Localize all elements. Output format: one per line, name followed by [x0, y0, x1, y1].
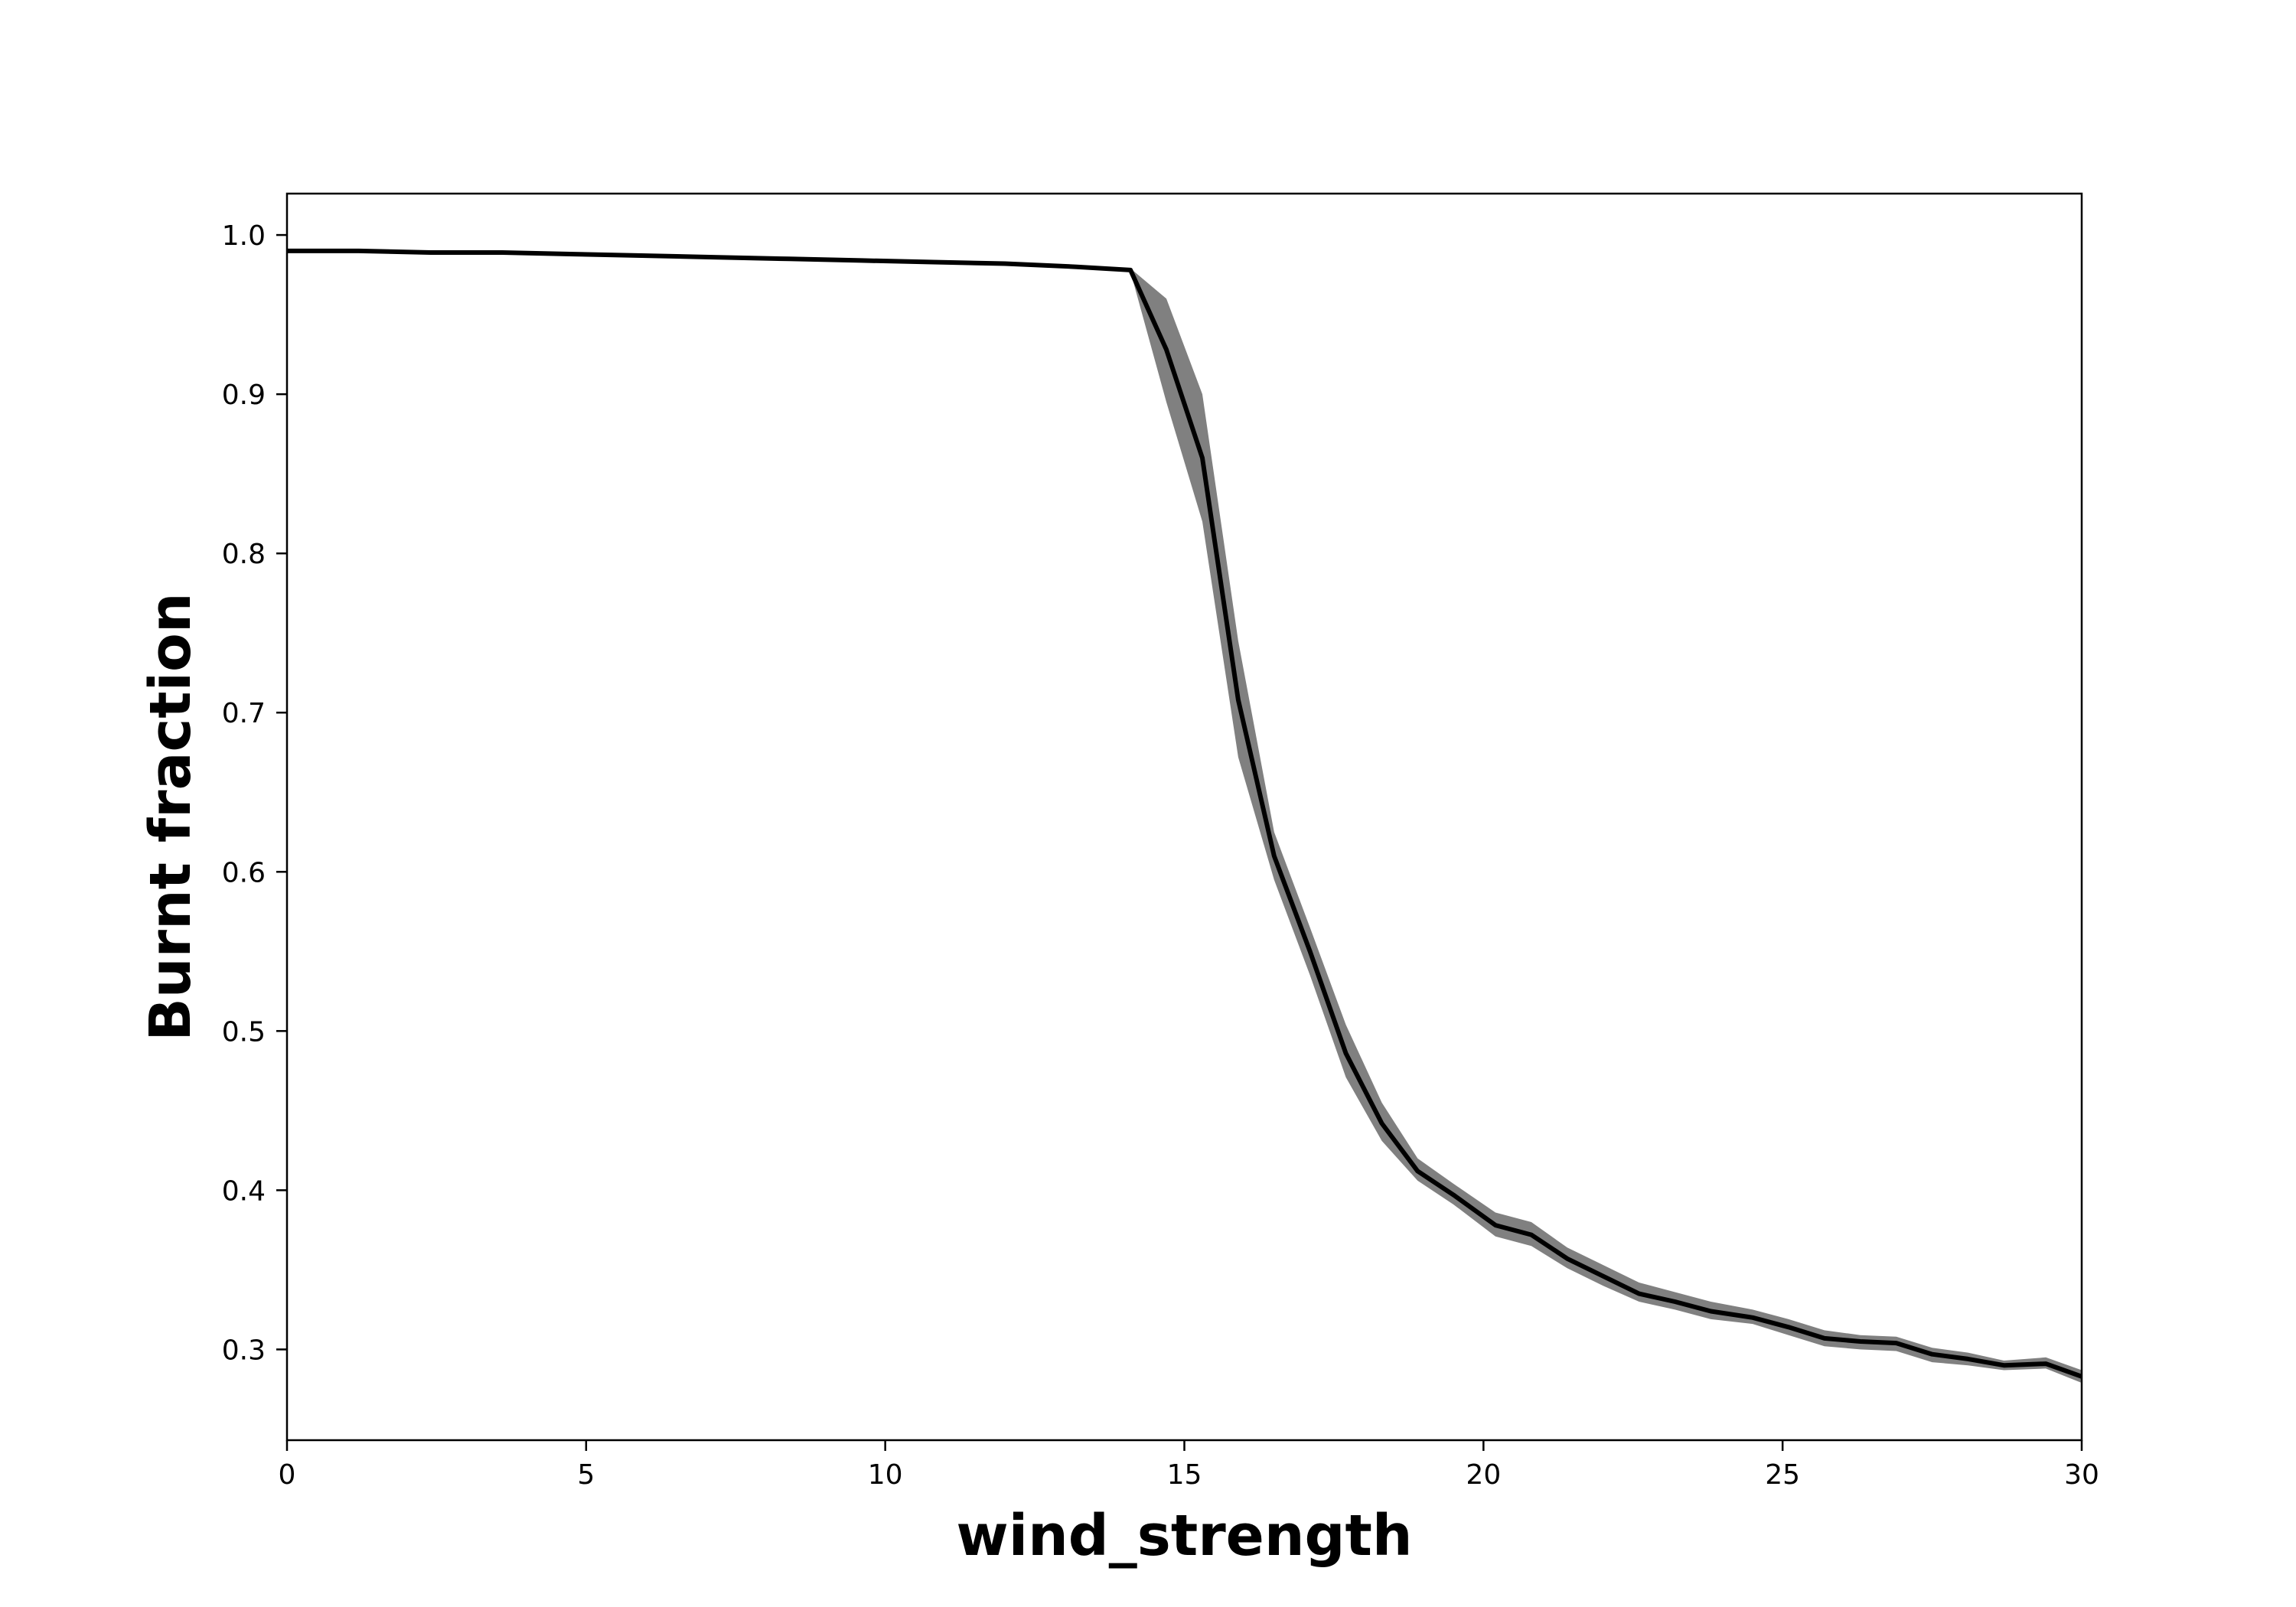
y-tick-label: 0.3 [222, 1335, 266, 1366]
x-axis-label: wind_strength [956, 1503, 1412, 1569]
x-tick-label: 5 [577, 1459, 595, 1491]
y-tick-label: 0.5 [222, 1016, 266, 1048]
y-tick-label: 0.7 [222, 698, 266, 729]
x-tick-label: 10 [868, 1459, 903, 1491]
series-line-mean [287, 248, 2083, 1379]
x-tick-label: 15 [1167, 1459, 1202, 1491]
x-tick-label: 0 [279, 1459, 296, 1491]
y-tick-label: 1.0 [222, 220, 266, 252]
y-tick-label: 0.8 [222, 539, 266, 570]
x-axis: 0 5 10 15 20 25 30 [279, 1440, 2099, 1491]
x-tick-label: 20 [1466, 1459, 1501, 1491]
x-tick-label: 30 [2064, 1459, 2099, 1491]
confidence-band [287, 249, 2082, 1384]
plot-area [287, 248, 2083, 1384]
y-axis: 0.3 0.4 0.5 0.6 0.7 0.8 0.9 1.0 [222, 220, 287, 1366]
y-tick-label: 0.4 [222, 1175, 266, 1207]
y-tick-label: 0.9 [222, 380, 266, 411]
x-tick-label: 25 [1765, 1459, 1800, 1491]
y-axis-label: Burnt fraction [138, 592, 204, 1041]
y-tick-label: 0.6 [222, 857, 266, 888]
